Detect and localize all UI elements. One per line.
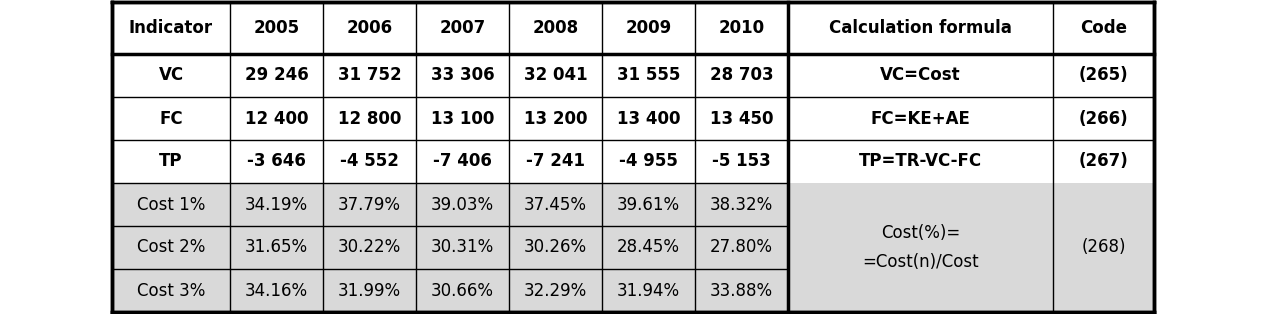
Text: TP: TP	[160, 153, 182, 171]
Text: -7 406: -7 406	[433, 153, 492, 171]
Text: 34.16%: 34.16%	[244, 281, 308, 300]
Bar	[111, 226, 1155, 269]
Text: 31 555: 31 555	[617, 67, 680, 84]
Text: 2008: 2008	[533, 19, 579, 37]
Text: 33 306: 33 306	[430, 67, 494, 84]
Text: 13 200: 13 200	[524, 110, 587, 127]
Text: (266): (266)	[1079, 110, 1128, 127]
Text: 2007: 2007	[439, 19, 486, 37]
Bar	[111, 2, 1155, 54]
Text: 31.99%: 31.99%	[338, 281, 401, 300]
Text: 2006: 2006	[347, 19, 392, 37]
Text: Indicator: Indicator	[129, 19, 213, 37]
Text: 30.31%: 30.31%	[430, 239, 494, 257]
Text: 38.32%: 38.32%	[710, 196, 774, 214]
Text: (268): (268)	[1081, 239, 1125, 257]
Text: 27.80%: 27.80%	[710, 239, 774, 257]
Text: VC: VC	[158, 67, 184, 84]
Text: 12 800: 12 800	[338, 110, 401, 127]
Text: 13 100: 13 100	[430, 110, 494, 127]
Text: 39.61%: 39.61%	[617, 196, 680, 214]
Text: 37.45%: 37.45%	[524, 196, 587, 214]
Text: 31.65%: 31.65%	[244, 239, 308, 257]
Text: -3 646: -3 646	[247, 153, 306, 171]
Text: 2005: 2005	[253, 19, 300, 37]
Bar	[111, 140, 1155, 183]
Text: Calculation formula: Calculation formula	[829, 19, 1012, 37]
Text: FC=KE+AE: FC=KE+AE	[871, 110, 971, 127]
Text: 13 450: 13 450	[710, 110, 774, 127]
Text: 12 400: 12 400	[244, 110, 308, 127]
Text: 32.29%: 32.29%	[524, 281, 587, 300]
Text: 28.45%: 28.45%	[617, 239, 680, 257]
Text: 2010: 2010	[718, 19, 765, 37]
Text: (267): (267)	[1079, 153, 1128, 171]
Text: 33.88%: 33.88%	[710, 281, 774, 300]
Text: Cost 2%: Cost 2%	[137, 239, 205, 257]
Text: -5 153: -5 153	[711, 153, 771, 171]
Text: 39.03%: 39.03%	[430, 196, 494, 214]
Text: VC=Cost: VC=Cost	[880, 67, 961, 84]
Text: 30.66%: 30.66%	[430, 281, 494, 300]
Text: TP=TR-VC-FC: TP=TR-VC-FC	[858, 153, 982, 171]
Text: 30.26%: 30.26%	[524, 239, 587, 257]
Text: (265): (265)	[1079, 67, 1128, 84]
Bar	[111, 97, 1155, 140]
Text: 13 400: 13 400	[617, 110, 680, 127]
Text: Code: Code	[1080, 19, 1127, 37]
Text: -7 241: -7 241	[525, 153, 585, 171]
Text: Cost(%)=
=Cost(n)/Cost: Cost(%)= =Cost(n)/Cost	[862, 224, 979, 271]
Text: Cost 3%: Cost 3%	[137, 281, 205, 300]
Text: 34.19%: 34.19%	[244, 196, 308, 214]
Text: 32 041: 32 041	[524, 67, 587, 84]
Bar	[111, 54, 1155, 97]
Text: 28 703: 28 703	[710, 67, 774, 84]
Text: -4 955: -4 955	[619, 153, 677, 171]
Text: -4 552: -4 552	[341, 153, 399, 171]
Text: Cost 1%: Cost 1%	[137, 196, 205, 214]
Text: 30.22%: 30.22%	[338, 239, 401, 257]
Text: FC: FC	[160, 110, 182, 127]
Text: 2009: 2009	[625, 19, 672, 37]
Bar	[111, 183, 1155, 226]
Text: 37.79%: 37.79%	[338, 196, 401, 214]
Text: 31 752: 31 752	[338, 67, 401, 84]
Bar	[111, 269, 1155, 312]
Text: 29 246: 29 246	[244, 67, 309, 84]
Text: 31.94%: 31.94%	[617, 281, 680, 300]
